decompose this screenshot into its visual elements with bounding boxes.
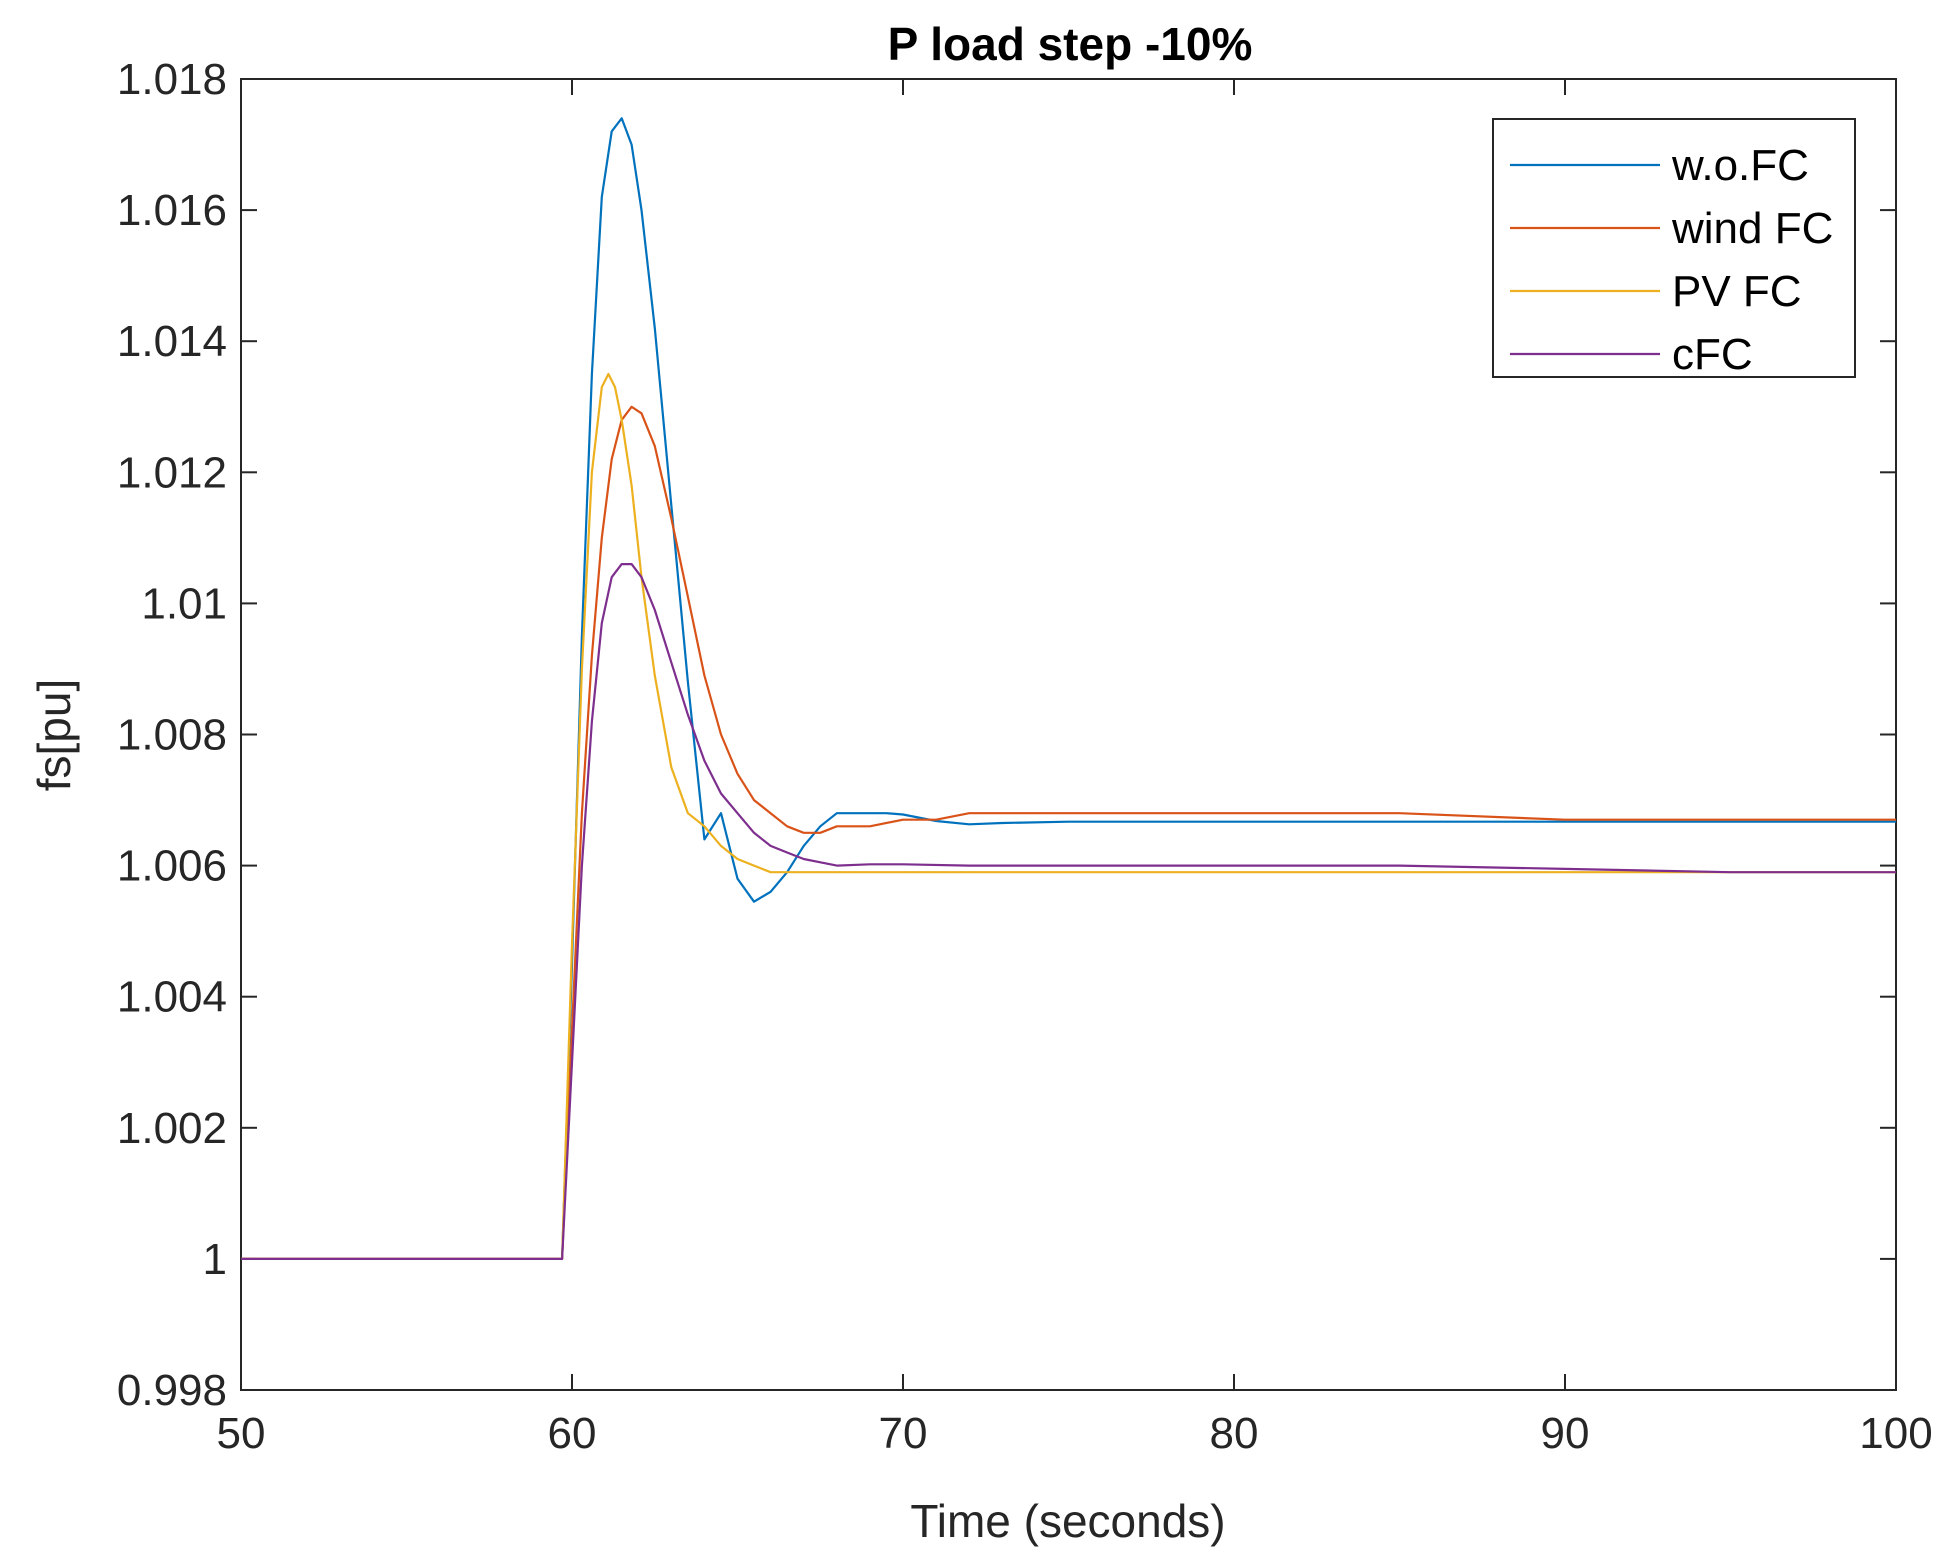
series-lines (241, 117, 1896, 1261)
x-tick-label: 60 (548, 1409, 597, 1458)
x-tick-label: 50 (217, 1409, 266, 1458)
legend-label: PV FC (1672, 267, 1802, 316)
y-tick-label: 1.016 (117, 186, 227, 235)
x-tick-label: 70 (879, 1409, 928, 1458)
y-tick-label: 1.01 (141, 579, 227, 628)
y-tick-label: 1.014 (117, 317, 227, 366)
y-tick-label: 1.002 (117, 1104, 227, 1153)
series-line-cfc (241, 562, 1896, 1261)
y-tick-label: 1.012 (117, 448, 227, 497)
legend-label: cFC (1672, 330, 1753, 379)
legend-label: w.o.FC (1671, 141, 1809, 190)
legend-box (1492, 118, 1856, 378)
x-axis-label: Time (seconds) (910, 1495, 1225, 1547)
x-tick-label: 80 (1210, 1409, 1259, 1458)
series-line-wind-fc (241, 405, 1896, 1261)
legend-label: wind FC (1671, 204, 1833, 253)
y-axis-label: fs[pu] (28, 679, 80, 792)
legend: w.o.FC wind FC PV FC cFC (1492, 118, 1856, 379)
series-line-w-o-fc (241, 117, 1896, 1261)
chart-title: P load step -10% (888, 18, 1253, 70)
y-tick-label: 1.004 (117, 973, 227, 1022)
y-tick-label: 1.008 (117, 711, 227, 760)
x-tick-label: 90 (1541, 1409, 1590, 1458)
x-tick-label: 100 (1859, 1409, 1932, 1458)
series-line-pv-fc (241, 372, 1896, 1261)
y-tick-label: 1.006 (117, 842, 227, 891)
y-tick-label: 1 (203, 1235, 227, 1284)
axis-ticks: 50 60 70 80 90 100 0.998 1 1.002 1.004 1.006 1.008 1… (117, 55, 1933, 1458)
y-tick-label: 1.018 (117, 55, 227, 104)
y-tick-label: 0.998 (117, 1366, 227, 1415)
